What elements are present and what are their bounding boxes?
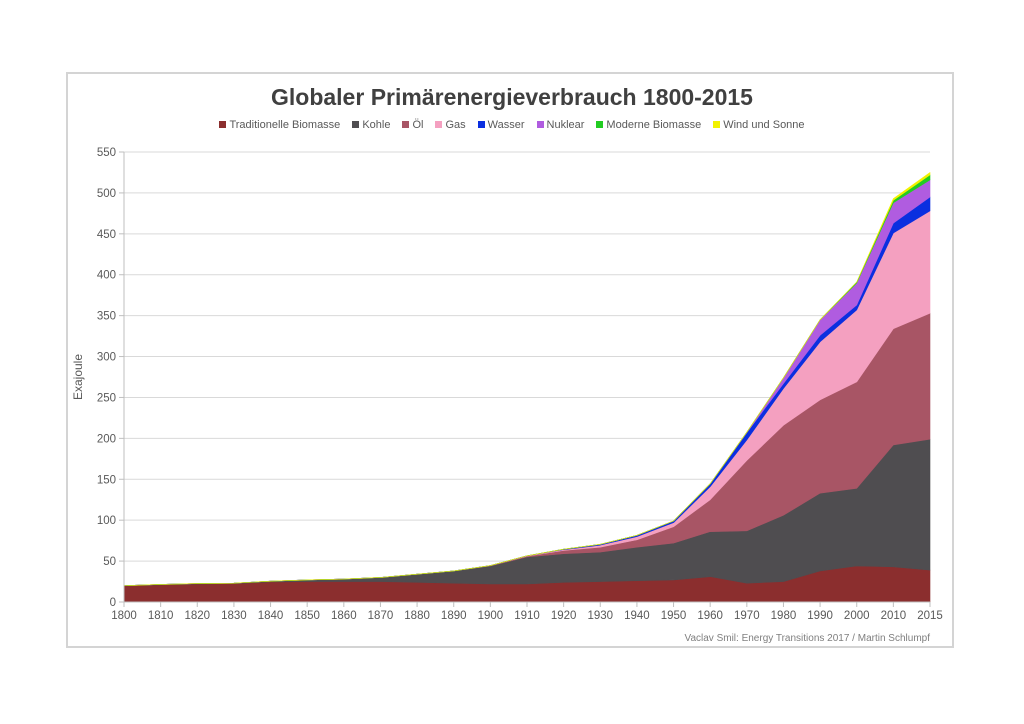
- x-tick-label: 1920: [551, 610, 577, 622]
- x-tick-label: 2015: [917, 610, 943, 622]
- legend-swatch: [402, 121, 410, 128]
- legend-swatch: [477, 121, 485, 128]
- y-tick-label: 100: [97, 515, 116, 527]
- x-tick-label: 1800: [111, 610, 137, 622]
- legend-label: Gas: [445, 119, 466, 131]
- area-series: [123, 172, 931, 603]
- legend-item: Wind und Sonne: [713, 119, 805, 131]
- x-tick-label: 1990: [807, 610, 833, 622]
- y-tick-label: 350: [97, 311, 116, 323]
- x-tick-label: 1980: [771, 610, 797, 622]
- legend-label: Traditionelle Biomasse: [229, 119, 341, 131]
- x-tick-label: 1850: [294, 610, 320, 622]
- legend-item: Kohle: [352, 119, 390, 131]
- legend-item: Wasser: [477, 119, 525, 131]
- legend-label: Öl: [412, 119, 424, 131]
- x-tick-label: 2000: [844, 610, 870, 622]
- area-wind-und-sonne: [123, 172, 931, 586]
- y-tick-label: 550: [97, 147, 116, 159]
- source-annotation: Vaclav Smil: Energy Transitions 2017 / M…: [684, 633, 930, 644]
- x-tick-label: 1810: [148, 610, 174, 622]
- y-axis-title: Exajoule: [71, 354, 85, 400]
- x-tick-label: 1940: [624, 610, 650, 622]
- x-tick-label: 1950: [661, 610, 687, 622]
- y-tick-labels: 0 50 100 150 200 250 300 350 400 450 500 550: [97, 147, 116, 609]
- legend-label: Kohle: [362, 119, 391, 131]
- x-tick-label: 1840: [258, 610, 284, 622]
- y-tick-label: 300: [97, 352, 116, 364]
- legend-swatch: [219, 121, 227, 128]
- x-tick-label: 1890: [441, 610, 467, 622]
- chart-title: Globaler Primärenergieverbrauch 1800-201…: [271, 84, 753, 110]
- x-tick-label: 1830: [221, 610, 247, 622]
- x-tick-label: 1820: [184, 610, 210, 622]
- y-tick-label: 0: [110, 597, 116, 609]
- legend-swatch: [352, 121, 360, 128]
- legend-item: Traditionelle Biomasse: [219, 119, 340, 131]
- legend-label: Moderne Biomasse: [606, 119, 702, 131]
- x-tick-label: 1930: [587, 610, 613, 622]
- legend-label: Wind und Sonne: [723, 119, 805, 131]
- x-tick-label: 1970: [734, 610, 760, 622]
- x-tick-label: 2010: [881, 610, 907, 622]
- x-tick-label: 1910: [514, 610, 540, 622]
- legend-item: Moderne Biomasse: [596, 119, 701, 131]
- legend-swatch: [435, 121, 443, 128]
- legend-swatch: [713, 121, 721, 128]
- legend-swatch: [596, 121, 604, 128]
- legend-label: Nuklear: [546, 119, 585, 131]
- x-tick-label: 1880: [404, 610, 430, 622]
- legend-item: Öl: [402, 119, 423, 131]
- y-tick-label: 50: [103, 556, 116, 568]
- y-tick-label: 450: [97, 229, 116, 241]
- y-tick-label: 200: [97, 433, 116, 445]
- x-tick-labels: 1800 1810 1820 1830 1840 1850 1860 1870 1880 1890…: [111, 610, 943, 622]
- x-tick-label: 1870: [368, 610, 394, 622]
- y-tick-label: 500: [97, 188, 116, 200]
- gridlines: [119, 151, 930, 603]
- legend-item: Nuklear: [536, 119, 585, 131]
- y-tick-label: 250: [97, 392, 116, 404]
- x-tick-label: 1860: [331, 610, 357, 622]
- x-tick-label: 1900: [478, 610, 504, 622]
- y-tick-label: 150: [97, 474, 116, 486]
- legend-item: Gas: [435, 119, 466, 131]
- legend-label: Wasser: [487, 119, 525, 131]
- y-tick-label: 400: [97, 270, 116, 282]
- axes: [123, 152, 931, 607]
- x-tick-label: 1960: [697, 610, 723, 622]
- legend-swatch: [536, 121, 544, 128]
- legend: Traditionelle Biomasse Kohle Öl Gas Wasser Nu…: [0, 119, 1024, 131]
